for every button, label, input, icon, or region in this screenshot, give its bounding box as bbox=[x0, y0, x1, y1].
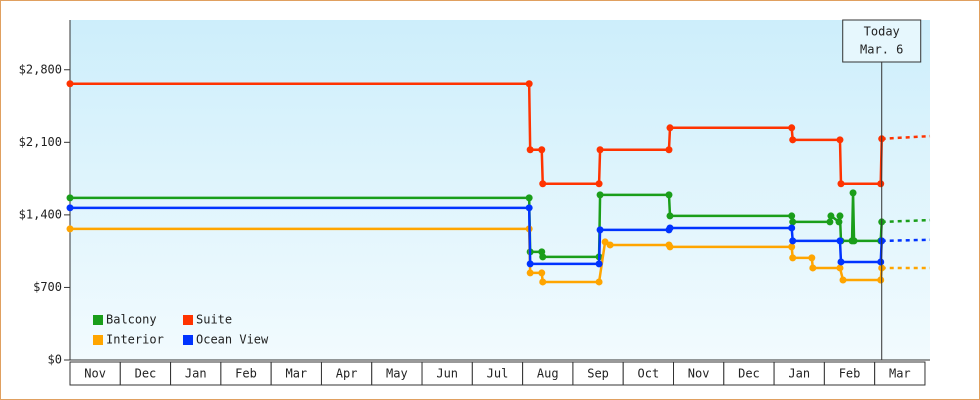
price-point bbox=[788, 124, 796, 132]
y-tick-label: $0 bbox=[48, 353, 62, 367]
price-point bbox=[525, 194, 533, 202]
price-point bbox=[525, 204, 533, 212]
price-point bbox=[666, 224, 674, 232]
price-point bbox=[526, 146, 534, 154]
price-point bbox=[66, 204, 74, 212]
x-tick-label: Jan bbox=[185, 367, 207, 381]
price-point bbox=[809, 264, 817, 272]
legend-swatch bbox=[183, 315, 193, 325]
today-label: Today bbox=[864, 25, 900, 39]
price-point bbox=[66, 194, 74, 202]
price-point bbox=[789, 218, 797, 226]
price-point bbox=[596, 226, 604, 234]
legend-label: Interior bbox=[106, 333, 164, 347]
price-point bbox=[877, 180, 885, 188]
legend-swatch bbox=[93, 315, 103, 325]
x-tick-label: Nov bbox=[84, 367, 106, 381]
price-point bbox=[601, 238, 609, 246]
projection-line bbox=[881, 238, 931, 243]
x-tick-label: May bbox=[386, 367, 408, 381]
legend-label: Balcony bbox=[106, 313, 157, 327]
price-point bbox=[837, 258, 845, 266]
price-point bbox=[595, 260, 603, 268]
legend-swatch bbox=[93, 335, 103, 345]
legend-swatch bbox=[183, 335, 193, 345]
price-point bbox=[836, 136, 844, 144]
price-point bbox=[836, 264, 844, 272]
price-point bbox=[66, 225, 74, 233]
price-point bbox=[539, 278, 547, 286]
x-tick-label: Dec bbox=[738, 367, 760, 381]
projection-line bbox=[881, 134, 931, 141]
price-point bbox=[525, 80, 533, 88]
price-point bbox=[836, 237, 844, 245]
x-tick-label: Oct bbox=[638, 367, 660, 381]
price-point bbox=[826, 218, 834, 226]
price-point bbox=[526, 269, 534, 277]
price-point bbox=[788, 224, 796, 232]
price-point bbox=[538, 269, 546, 277]
x-tick-label: Aug bbox=[537, 367, 559, 381]
price-point bbox=[539, 180, 547, 188]
y-tick-label: $1,400 bbox=[19, 207, 62, 221]
x-tick-label: Sep bbox=[587, 367, 609, 381]
price-point bbox=[877, 276, 885, 284]
price-point bbox=[539, 253, 547, 261]
x-tick-label: Nov bbox=[688, 367, 710, 381]
projection-line bbox=[881, 218, 931, 224]
y-tick-label: $2,100 bbox=[19, 135, 62, 149]
price-point bbox=[835, 218, 843, 226]
price-point bbox=[827, 212, 835, 220]
price-point bbox=[837, 180, 845, 188]
price-point bbox=[788, 212, 796, 220]
legend-label: Suite bbox=[196, 313, 232, 327]
x-tick-label: Jun bbox=[436, 367, 458, 381]
price-point bbox=[665, 191, 673, 199]
price-point bbox=[665, 146, 673, 154]
price-point bbox=[808, 254, 816, 262]
y-tick-label: $2,800 bbox=[19, 62, 62, 76]
y-tick-label: $700 bbox=[33, 280, 62, 294]
price-point bbox=[595, 180, 603, 188]
price-point bbox=[606, 241, 614, 249]
legend-label: Ocean View bbox=[196, 333, 269, 347]
price-point bbox=[836, 212, 844, 220]
month-box bbox=[874, 361, 926, 386]
price-point bbox=[595, 278, 603, 286]
x-tick-label: Dec bbox=[135, 367, 157, 381]
x-tick-label: Mar bbox=[285, 367, 307, 381]
price-point bbox=[596, 191, 604, 199]
price-point bbox=[538, 146, 546, 154]
price-point bbox=[849, 189, 857, 197]
price-point bbox=[877, 258, 885, 266]
x-tick-label: Feb bbox=[839, 367, 861, 381]
price-point bbox=[789, 237, 797, 245]
price-point bbox=[666, 124, 674, 132]
price-point bbox=[66, 80, 74, 88]
price-point bbox=[850, 237, 858, 245]
price-point bbox=[596, 146, 604, 154]
price-point bbox=[788, 243, 796, 251]
today-label: Mar. 6 bbox=[860, 43, 903, 57]
x-tick-label: Jul bbox=[487, 367, 509, 381]
today-box bbox=[842, 19, 922, 63]
price-point bbox=[666, 212, 674, 220]
price-point bbox=[666, 243, 674, 251]
x-tick-label: Apr bbox=[336, 367, 358, 381]
x-tick-label: Jan bbox=[788, 367, 810, 381]
price-point bbox=[526, 260, 534, 268]
plot-area bbox=[70, 20, 930, 360]
price-point bbox=[839, 276, 847, 284]
price-point bbox=[789, 136, 797, 144]
x-tick-label: Mar bbox=[889, 367, 911, 381]
price-point bbox=[789, 254, 797, 262]
x-tick-label: Feb bbox=[235, 367, 257, 381]
